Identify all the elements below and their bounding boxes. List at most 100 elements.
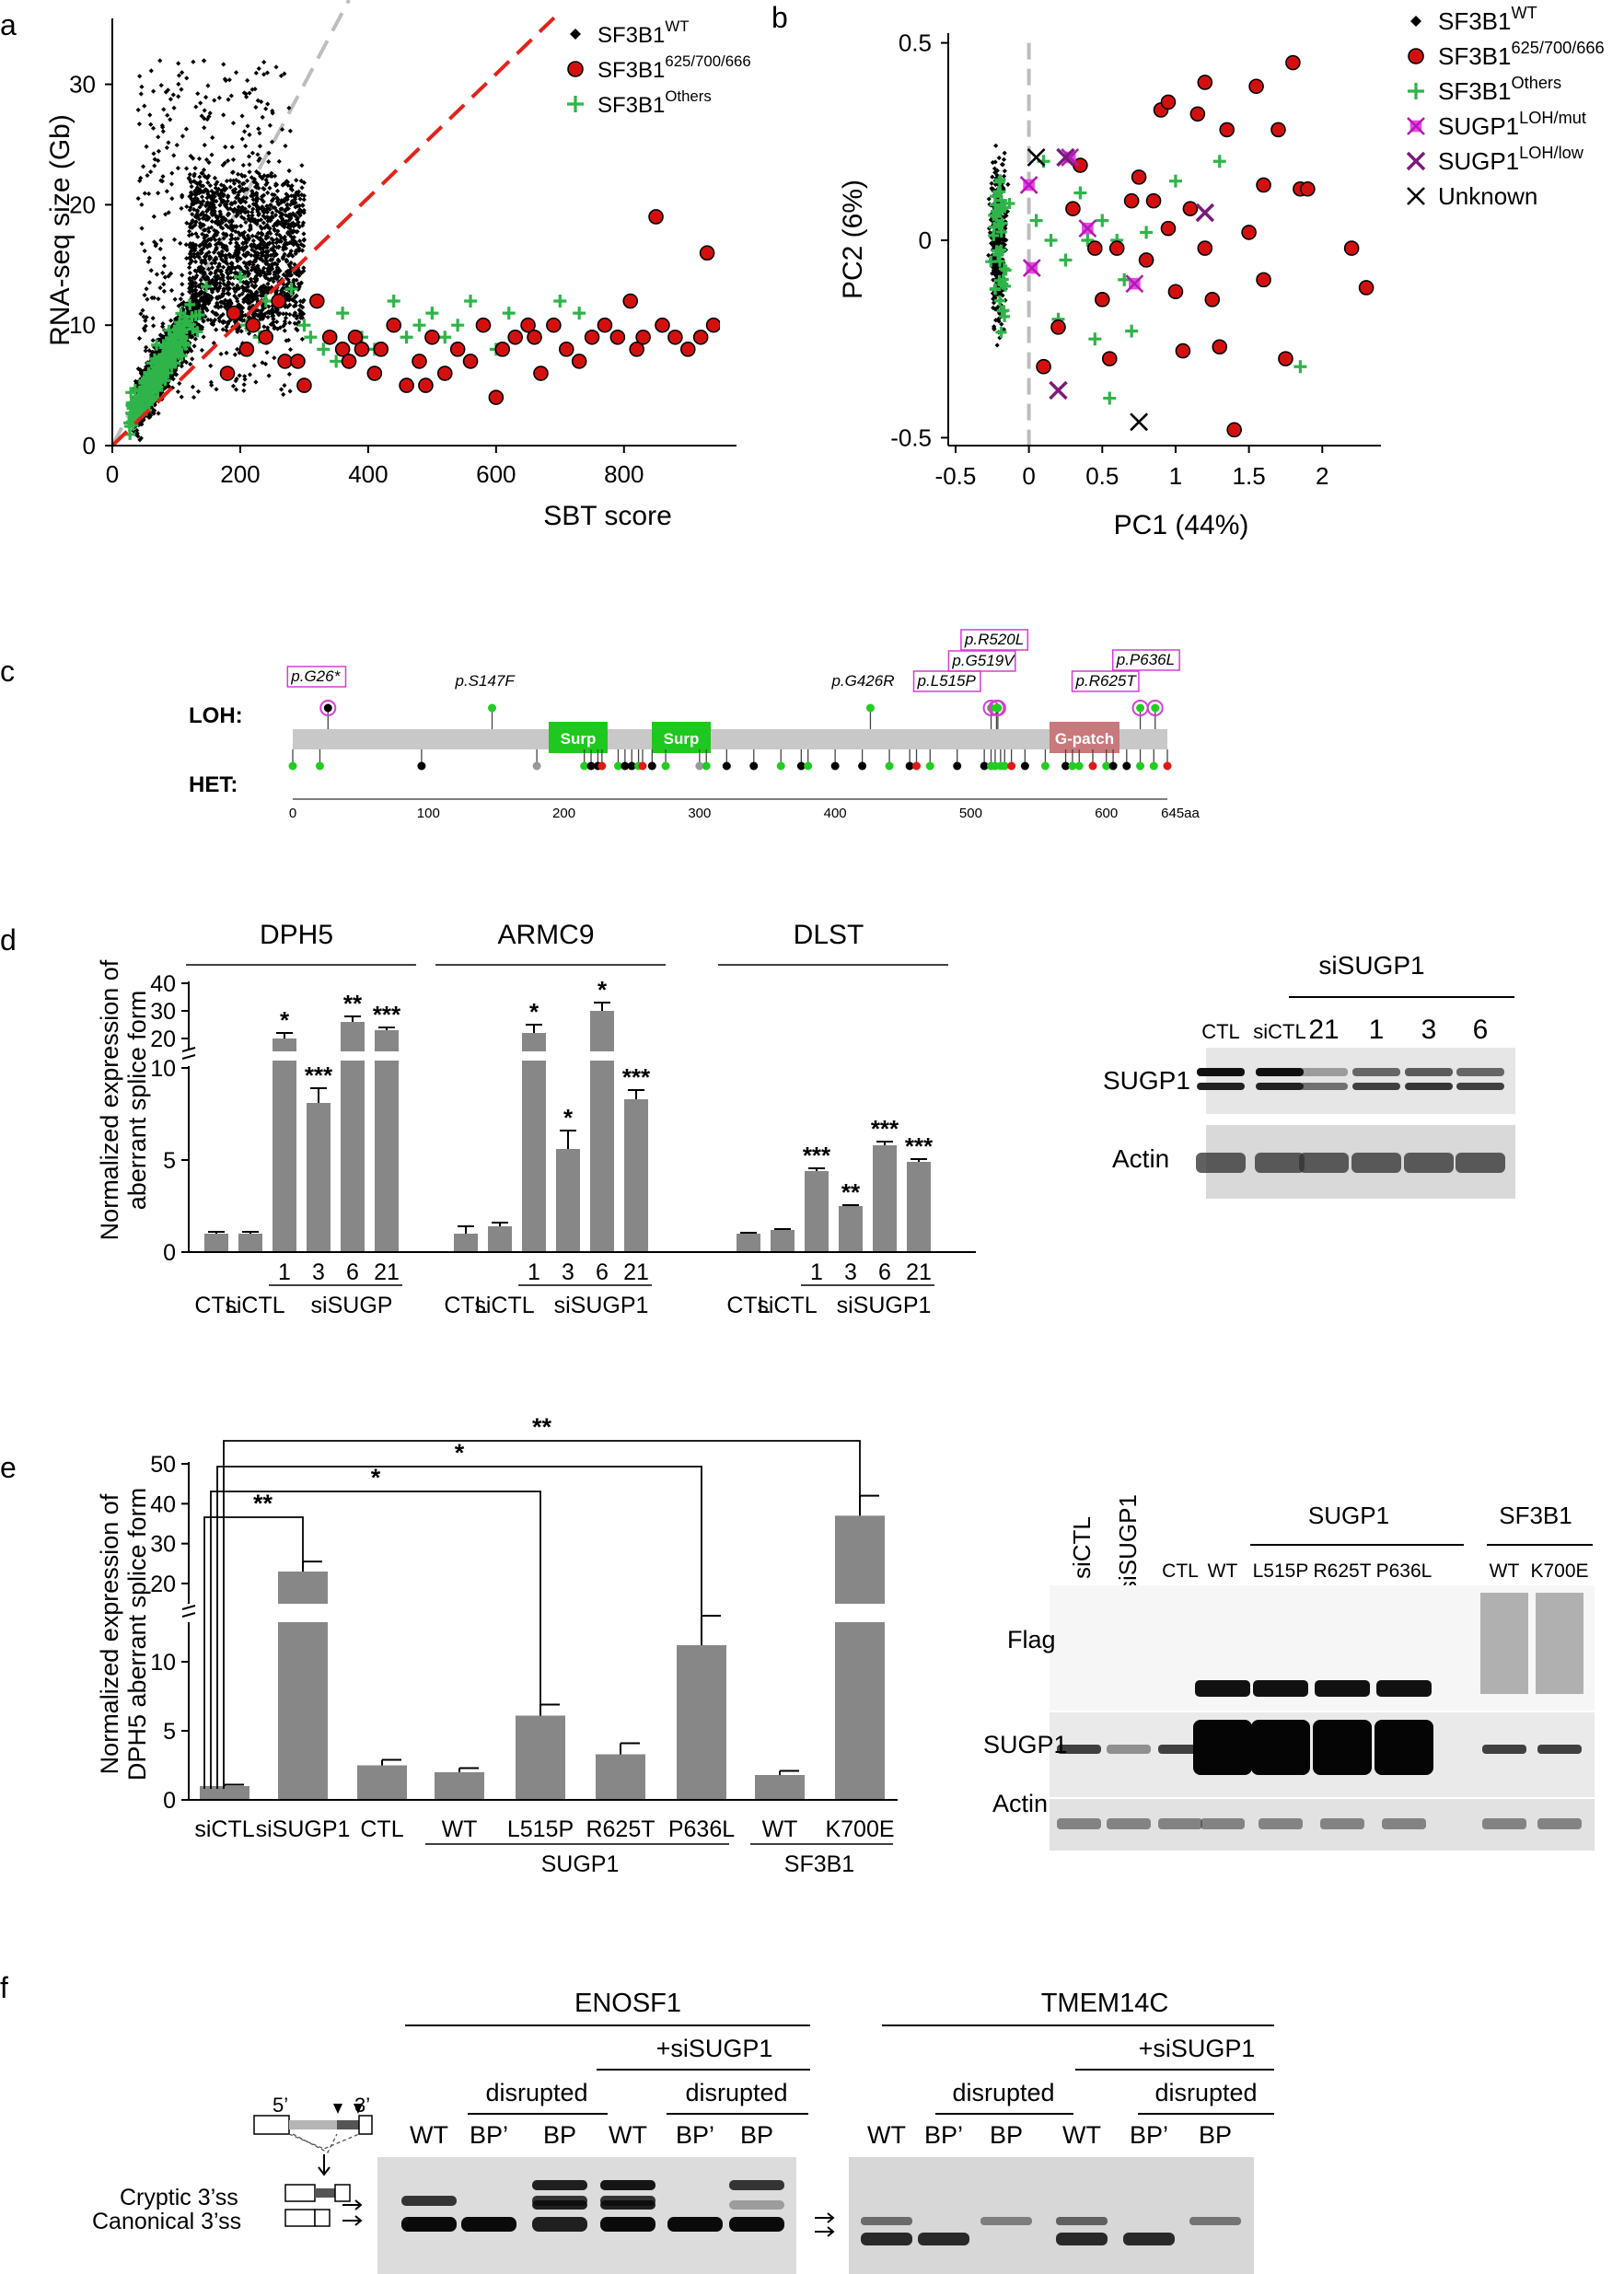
wt-point [265, 314, 271, 320]
mut-point [655, 317, 670, 333]
mut-point [584, 329, 600, 345]
wt-point [209, 188, 215, 194]
wt-point [271, 317, 276, 322]
wt-point [298, 280, 304, 285]
wt-point [170, 92, 176, 98]
wt-point [229, 145, 235, 150]
wt-point [260, 193, 265, 200]
a-xtick-label: 600 [476, 460, 516, 488]
panel-a-points [112, 0, 720, 446]
wt-point [152, 408, 157, 413]
wt-point [297, 269, 303, 275]
b-wt-point [994, 172, 1000, 178]
wt-point [203, 238, 208, 245]
wt-point [289, 193, 295, 199]
wt-point [213, 311, 218, 317]
wt-point [231, 180, 238, 186]
wt-point [268, 217, 273, 224]
wt-point [199, 347, 204, 353]
wt-point [152, 402, 157, 408]
wt-point [271, 204, 276, 211]
wt-point [187, 177, 192, 182]
others-point [193, 309, 205, 321]
wt-point [139, 226, 145, 231]
wt-point [255, 230, 261, 237]
wt-point [160, 321, 166, 327]
wt-point [247, 203, 252, 209]
wt-point [247, 162, 252, 168]
wt-point [241, 229, 248, 235]
wt-point [280, 223, 286, 228]
wt-point [138, 369, 144, 375]
wt-point [142, 248, 147, 254]
wt-point [250, 202, 256, 207]
wt-point [201, 215, 206, 221]
wt-point [292, 195, 298, 201]
wt-point [273, 64, 279, 70]
wt-point [241, 318, 247, 323]
wt-point [260, 238, 265, 243]
mut-point [629, 342, 644, 357]
wt-point [300, 311, 307, 317]
wt-point [241, 90, 247, 96]
wt-point [150, 125, 157, 131]
b-wt-point [987, 230, 993, 236]
wt-point [219, 299, 225, 305]
wt-point [193, 104, 199, 110]
wt-point [147, 112, 153, 118]
wt-point [273, 182, 278, 189]
wt-point [211, 319, 216, 325]
wt-point [262, 259, 268, 264]
wt-point [203, 251, 209, 257]
wt-point [145, 259, 151, 264]
wt-point [146, 280, 153, 285]
wt-point [256, 126, 261, 132]
b-wt-point [992, 263, 997, 269]
wt-point [238, 223, 244, 229]
wt-point [238, 200, 244, 205]
wt-point [153, 243, 158, 249]
wt-point [283, 143, 288, 149]
panel-a-x-label: SBT score [543, 501, 672, 531]
wt-point [233, 250, 238, 256]
wt-point [192, 319, 199, 325]
wt-point [245, 77, 250, 83]
mut-point [667, 329, 683, 345]
wt-point [278, 200, 284, 205]
wt-point [195, 91, 201, 97]
others-point [131, 409, 143, 421]
wt-point [187, 332, 192, 338]
b-wt-point [1001, 327, 1007, 332]
wt-point [249, 283, 255, 288]
wt-point [187, 193, 192, 200]
mut-point [271, 293, 286, 309]
wt-point [227, 267, 234, 273]
wt-point [200, 231, 205, 237]
wt-point [207, 182, 214, 189]
wt-point [151, 151, 157, 157]
wt-point [246, 154, 252, 159]
wt-point [144, 286, 149, 292]
wt-point [235, 263, 240, 270]
wt-point [255, 235, 261, 240]
wt-point [265, 190, 271, 196]
wt-point [284, 213, 289, 218]
wt-point [295, 313, 300, 319]
wt-point [199, 247, 204, 252]
wt-point [207, 256, 213, 261]
wt-point [261, 273, 268, 279]
wt-point [218, 253, 224, 259]
wt-point [221, 191, 226, 198]
others-point [151, 339, 163, 351]
wt-point [201, 302, 206, 307]
wt-point [258, 224, 263, 229]
wt-point [273, 213, 279, 218]
wt-point [208, 363, 214, 368]
wt-point [296, 319, 302, 325]
wt-point [242, 206, 249, 212]
mut-point [692, 329, 709, 345]
wt-point [151, 214, 157, 219]
wt-point [195, 199, 201, 204]
wt-point [237, 196, 242, 202]
others-point [145, 373, 157, 385]
